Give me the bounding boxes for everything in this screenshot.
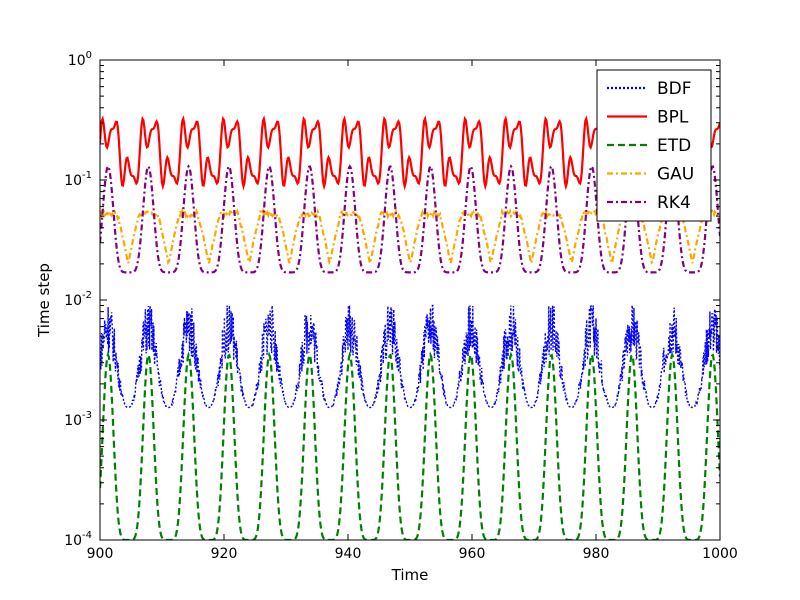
series-bdf-line [100,304,720,409]
legend-label-bpl: BPL [657,108,689,128]
series-etd-line [100,351,720,540]
x-tick-label: 960 [459,546,486,562]
series-rk4-line [100,164,720,274]
legend-label-gau: GAU [657,165,694,185]
x-tick-label: 920 [211,546,238,562]
y-tick-label: 10-3 [64,410,92,429]
series-gau-line [100,206,720,266]
legend-entries: BDF BPL ETD GAU RK4 [607,79,694,213]
y-tick-label: 10-1 [64,170,92,189]
y-axis-label: Time step [35,263,53,338]
legend: BDF BPL ETD GAU RK4 [596,69,712,222]
x-tick-label: 940 [335,546,362,562]
legend-label-etd: ETD [657,136,691,156]
legend-label-rk4: RK4 [657,193,691,213]
y-tick-label: 100 [68,50,92,69]
x-tick-label: 900 [87,546,114,562]
y-tick-label: 10-2 [64,290,92,309]
x-tick-label: 1000 [702,546,738,562]
x-axis-label: Time [391,566,429,584]
legend-label-bdf: BDF [657,79,692,99]
y-tick-label: 10-4 [64,530,92,549]
ticks-layer: 900 920 940 960 980 1000 10-4 10-3 10-2 10-1 100 [64,50,738,562]
x-tick-label: 980 [583,546,610,562]
legend-box [596,69,712,222]
